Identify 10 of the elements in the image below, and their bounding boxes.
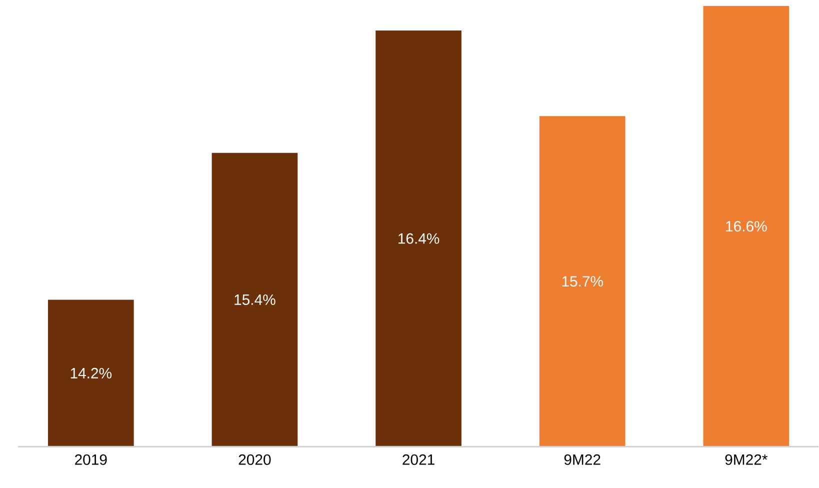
data-label: 14.2% xyxy=(70,368,112,379)
data-label: 15.7% xyxy=(562,276,603,287)
data-label: 16.6% xyxy=(726,221,767,232)
x-tick-label: 2020 xyxy=(238,454,271,466)
x-tick-label: 9M22 xyxy=(564,454,600,466)
x-tick-label: 2021 xyxy=(402,454,434,466)
data-label: 16.4% xyxy=(398,233,440,244)
data-label: 15.4% xyxy=(234,294,276,306)
x-tick-label: 9M22* xyxy=(725,454,768,466)
x-tick-label: 2019 xyxy=(75,454,107,466)
